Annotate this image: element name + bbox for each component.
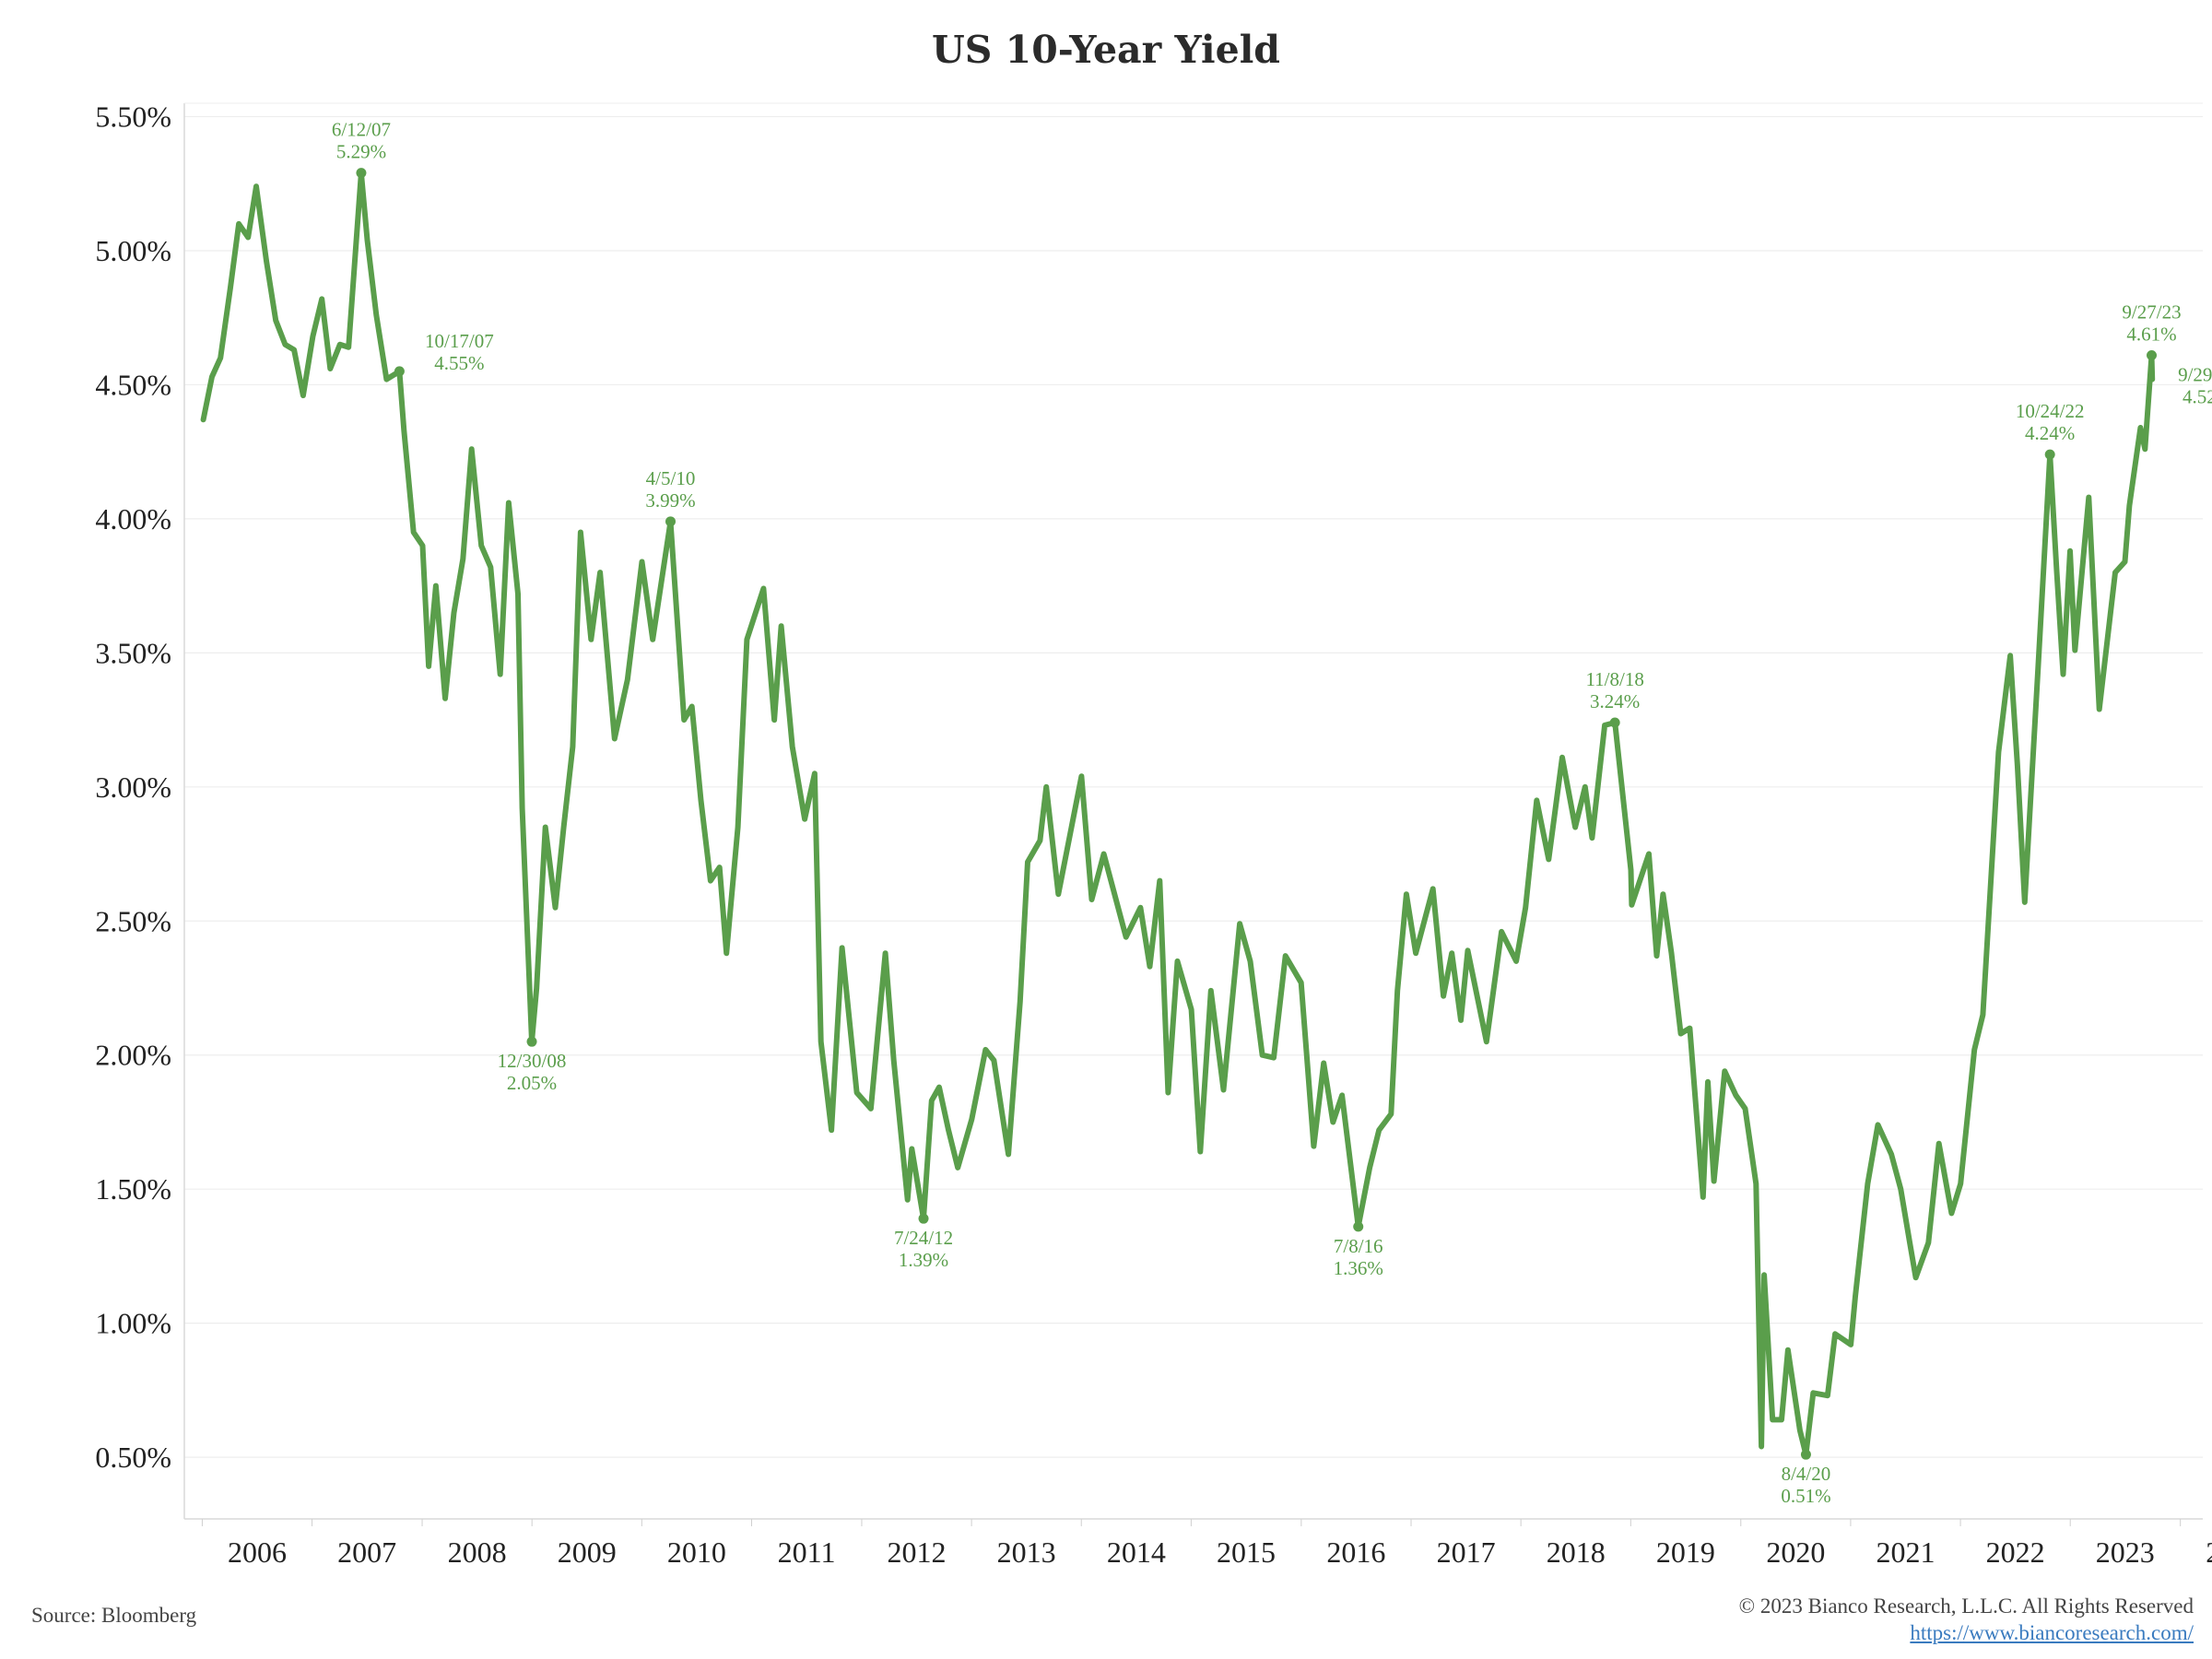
annotation-value-label: 4.52% [2183, 386, 2212, 408]
gridlines [184, 115, 2203, 1458]
annotation-date-label: 7/8/16 [1334, 1235, 1383, 1257]
x-tick-label: 2014 [1107, 1535, 1166, 1569]
copyright-block: © 2023 Bianco Research, L.L.C. All Right… [1739, 1593, 2194, 1646]
annotation-value-label: 3.99% [645, 489, 695, 512]
axes: 5.50% 5.00% 4.50% 4.00% 3.50% 3.00% 2.50% 2.00%… [95, 100, 2212, 1569]
annotation-date-label: 8/4/20 [1782, 1463, 1831, 1485]
annotation-value-label: 4.24% [2025, 422, 2075, 444]
x-tick-label: 2022 [1986, 1535, 2045, 1569]
annotation-marker [1800, 1449, 1811, 1460]
y-tick-label: 4.50% [95, 368, 171, 401]
x-tick-label: 2017 [1437, 1535, 1496, 1569]
annotation-date-label: 4/5/10 [646, 467, 696, 489]
annotation-marker [2044, 449, 2055, 460]
annotation-date-label: 10/24/22 [2016, 400, 2085, 422]
y-tick-label: 2.50% [95, 904, 171, 937]
annotation-value-label: 2.05% [507, 1072, 557, 1094]
chart-title: US 10-Year Yield [932, 28, 1280, 72]
y-tick-label: 3.50% [95, 636, 171, 669]
annotation-value-label: 4.61% [2126, 323, 2176, 345]
annotation-marker [1353, 1221, 1364, 1232]
annotation-marker [1609, 717, 1620, 728]
y-tick-label: 5.50% [95, 100, 171, 134]
x-tick-label: 2024 [2206, 1535, 2212, 1569]
y-tick-label: 2.00% [95, 1039, 171, 1072]
annotation-date-label: 9/27/23 [2122, 300, 2181, 323]
annotation-marker [356, 168, 367, 179]
x-tick-label: 2008 [448, 1535, 507, 1569]
x-tick-label: 2018 [1547, 1535, 1606, 1569]
annotation-value-label: 0.51% [1781, 1485, 1830, 1507]
annotation-value-label: 3.24% [1590, 690, 1640, 712]
series [200, 170, 2156, 1458]
y-tick-label: 5.00% [95, 234, 171, 267]
annotation-marker [665, 516, 677, 527]
annotation-value-label: 4.55% [434, 352, 484, 374]
annotation-date-label: 9/29/23 [2178, 364, 2212, 386]
annotation-marker [2147, 349, 2158, 360]
website-link[interactable]: https://www.biancoresearch.com/ [1910, 1621, 2194, 1644]
annotation-date-label: 7/24/12 [894, 1227, 953, 1249]
annotation-value-label: 5.29% [336, 141, 386, 163]
copyright-text: © 2023 Bianco Research, L.L.C. All Right… [1738, 1594, 2194, 1618]
annotations: 6/12/075.29% 10/17/074.55% 12/30/082.05% 4/… [332, 119, 2212, 1508]
x-tick-label: 2010 [667, 1535, 726, 1569]
annotation-date-label: 6/12/07 [332, 119, 391, 141]
annotation-date-label: 10/17/07 [425, 330, 494, 352]
annotation-marker [526, 1036, 537, 1047]
x-tick-label: 2021 [1876, 1535, 1935, 1569]
annotation-date-label: 11/8/18 [1585, 668, 1643, 690]
y-tick-label: 3.00% [95, 771, 171, 804]
y-tick-label: 1.00% [95, 1307, 171, 1340]
annotation-date-label: 12/30/08 [498, 1050, 567, 1072]
y-tick-label: 1.50% [95, 1172, 171, 1206]
y-tick-label: 0.50% [95, 1441, 171, 1474]
x-tick-label: 2023 [2096, 1535, 2155, 1569]
x-tick-label: 2020 [1766, 1535, 1825, 1569]
x-tick-label: 2007 [337, 1535, 396, 1569]
x-tick-label: 2016 [1326, 1535, 1385, 1569]
x-tick-label: 2006 [228, 1535, 287, 1569]
source-note: Source: Bloomberg [31, 1604, 197, 1627]
x-tick-label: 2019 [1656, 1535, 1715, 1569]
x-tick-label: 2009 [558, 1535, 617, 1569]
annotation-marker [918, 1213, 929, 1224]
x-tick-label: 2011 [778, 1535, 836, 1569]
annotation-marker [394, 366, 405, 377]
annotation-value-label: 1.39% [899, 1249, 948, 1271]
yield-series-line [200, 170, 2156, 1458]
x-tick-label: 2015 [1217, 1535, 1276, 1569]
x-tick-label: 2012 [888, 1535, 947, 1569]
y-tick-label: 4.00% [95, 502, 171, 535]
x-tick-label: 2013 [997, 1535, 1056, 1569]
annotation-value-label: 1.36% [1334, 1257, 1383, 1279]
